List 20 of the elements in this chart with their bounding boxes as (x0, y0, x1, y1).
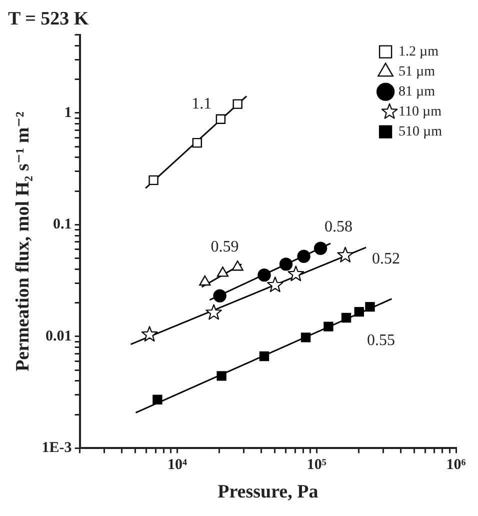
legend-label: 510 µm (398, 124, 442, 140)
annotation: 0.59 (210, 238, 239, 256)
x-tick-label: 10⁶ (446, 457, 466, 474)
annotation: 0.58 (324, 218, 352, 236)
x-axis-title: Pressure, Pa (218, 482, 319, 503)
annotation: 0.52 (372, 250, 400, 268)
x-tick-label: 10⁵ (306, 457, 327, 474)
annotation: 1.1 (192, 95, 212, 112)
y-tick-label: 0.01 (46, 328, 72, 344)
legend-label: 1.2 µm (398, 44, 439, 60)
y-tick-label: 0.1 (53, 216, 72, 233)
chart-title: T = 523 K (8, 8, 89, 30)
y-axis-title: Permeation flux, mol H₂ s⁻¹ m⁻² (12, 111, 34, 372)
y-tick-label: 1 (64, 104, 72, 121)
legend-label: 81 µm (398, 84, 436, 100)
legend-label: 110 µm (398, 104, 442, 120)
annotation: 0.55 (366, 332, 395, 350)
x-tick-label: 10⁴ (167, 457, 188, 474)
legend-label: 51 µm (398, 64, 436, 80)
y-tick-label: 1E-3 (42, 440, 72, 456)
